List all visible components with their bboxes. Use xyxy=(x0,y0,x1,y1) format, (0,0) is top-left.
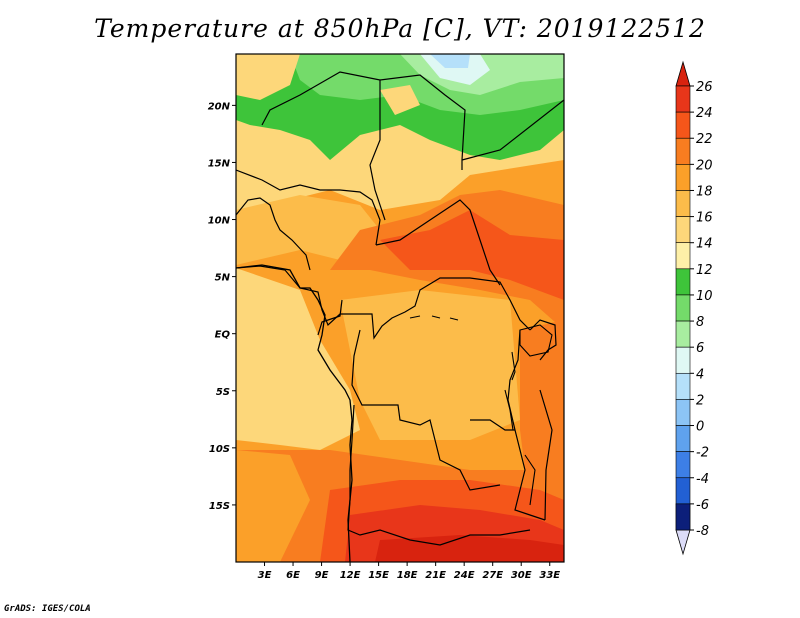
longitude-axis: 3E 6E 9E 12E 15E 18E 21E 24E 27E 30E 33E xyxy=(258,562,560,581)
colorbar-swatch xyxy=(675,372,691,400)
lat-tick-label: 5S xyxy=(216,387,230,398)
lon-tick-label: 24E xyxy=(454,570,475,581)
colorbar-level-label: -8 xyxy=(696,524,709,539)
lat-tick-label: 15S xyxy=(209,501,230,512)
colorbar-level-label: 14 xyxy=(696,237,713,252)
lakes xyxy=(409,315,553,506)
colorbar-level-label: 10 xyxy=(696,289,713,304)
colorbar-level-label: 6 xyxy=(696,341,704,356)
lon-tick-label: 33E xyxy=(539,570,560,581)
lon-tick-label: 15E xyxy=(368,570,389,581)
coastline xyxy=(236,264,353,562)
colorbar-swatch xyxy=(675,477,691,505)
colorbar-level-label: -6 xyxy=(696,498,709,513)
lon-tick-label: 18E xyxy=(397,570,418,581)
lat-tick-label: 10N xyxy=(208,216,231,227)
colorbar-swatch xyxy=(675,268,691,296)
colorbar-level-label: 18 xyxy=(696,184,713,199)
colorbar-swatch xyxy=(675,137,691,165)
colorbar-swatch xyxy=(675,85,691,113)
colorbar-level-label: 8 xyxy=(696,315,704,330)
colorbar-level-label: 24 xyxy=(696,106,713,121)
colorbar-level-label: -2 xyxy=(696,446,709,461)
colorbar-under-triangle xyxy=(675,529,691,556)
lat-tick-label: 20N xyxy=(208,101,231,112)
grads-credit: GrADS: IGES/COLA xyxy=(4,604,91,614)
colorbar-over-triangle xyxy=(675,60,691,87)
colorbar-level-label: 20 xyxy=(696,158,713,173)
latitude-axis: 20N 15N 10N 5N EQ 5S 10S 15S xyxy=(208,101,236,512)
colorbar-swatch xyxy=(675,190,691,217)
colorbar-swatch xyxy=(675,451,691,479)
colorbar-swatch xyxy=(675,164,691,191)
colorbar-level-label: 0 xyxy=(696,420,704,435)
colorbar-level-label: 2 xyxy=(696,393,704,408)
lon-tick-label: 6E xyxy=(286,570,300,581)
map-title: Temperature at 850hPa [C], VT: 201912251… xyxy=(94,14,706,43)
lon-tick-label: 9E xyxy=(315,570,329,581)
map-frame xyxy=(235,53,565,563)
colorbar-swatch xyxy=(675,425,691,452)
lon-tick-label: 27E xyxy=(482,570,503,581)
lon-tick-label: 21E xyxy=(425,570,446,581)
lat-tick-label: 15N xyxy=(208,158,231,169)
colorbar-level-label: 26 xyxy=(696,80,713,95)
colorbar-level-label: 16 xyxy=(696,211,713,226)
lon-tick-label: 12E xyxy=(340,570,361,581)
colorbar-swatch xyxy=(675,320,691,348)
lat-tick-label: EQ xyxy=(215,330,231,341)
lon-tick-label: 3E xyxy=(258,570,272,581)
colorbar-swatch xyxy=(675,216,691,244)
colorbar-swatch xyxy=(675,346,691,374)
colorbar-level-label: 22 xyxy=(696,132,713,147)
lat-tick-label: 5N xyxy=(215,273,231,284)
country-borders xyxy=(236,71,564,546)
colorbar-swatch xyxy=(675,111,691,139)
lat-tick-label: 10S xyxy=(209,444,230,455)
colorbar-swatch xyxy=(675,294,691,322)
colorbar-level-label: 4 xyxy=(696,367,704,382)
colorbar-swatch xyxy=(675,399,691,426)
colorbar-swatch xyxy=(675,242,691,270)
colorbar-swatch xyxy=(675,503,691,531)
colorbar-level-label: 12 xyxy=(696,263,713,278)
temperature-field xyxy=(236,54,564,562)
colorbar-level-label: -4 xyxy=(696,472,709,487)
lon-tick-label: 30E xyxy=(511,570,532,581)
